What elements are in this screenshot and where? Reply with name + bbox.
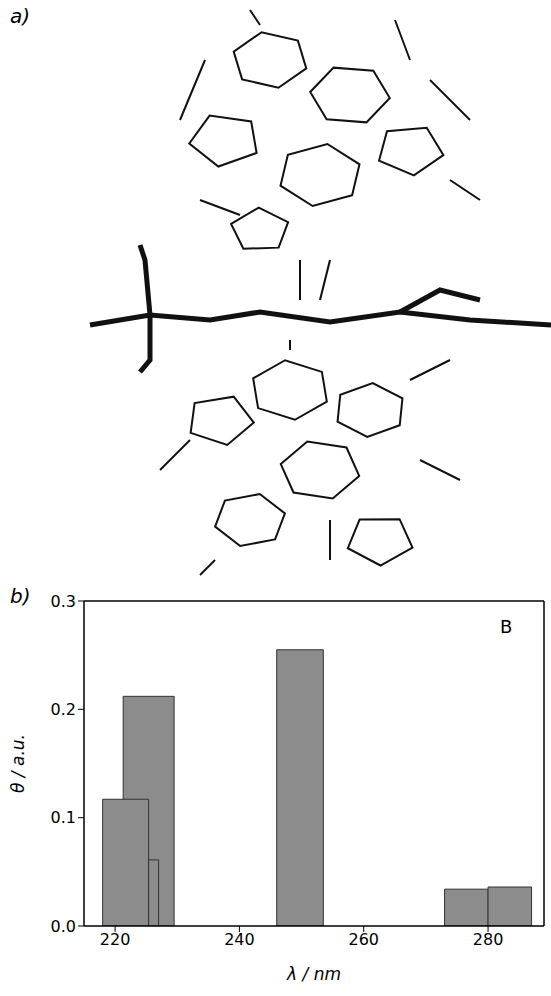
svg-text:λ / nm: λ / nm bbox=[286, 964, 341, 984]
svg-text:220: 220 bbox=[100, 930, 131, 949]
svg-text:0.3: 0.3 bbox=[51, 592, 76, 611]
svg-text:280: 280 bbox=[473, 930, 504, 949]
html-text:B: B bbox=[500, 616, 513, 637]
svg-text:0.1: 0.1 bbox=[51, 808, 76, 827]
svg-text:θ / a.u.: θ / a.u. bbox=[8, 734, 28, 793]
html-text:b): b) bbox=[10, 584, 31, 608]
svg-text:0.2: 0.2 bbox=[51, 700, 76, 719]
svg-text:0.0: 0.0 bbox=[51, 917, 76, 936]
svg-text:260: 260 bbox=[348, 930, 379, 949]
svg-text:240: 240 bbox=[224, 930, 255, 949]
html-text:a): a) bbox=[10, 4, 31, 28]
